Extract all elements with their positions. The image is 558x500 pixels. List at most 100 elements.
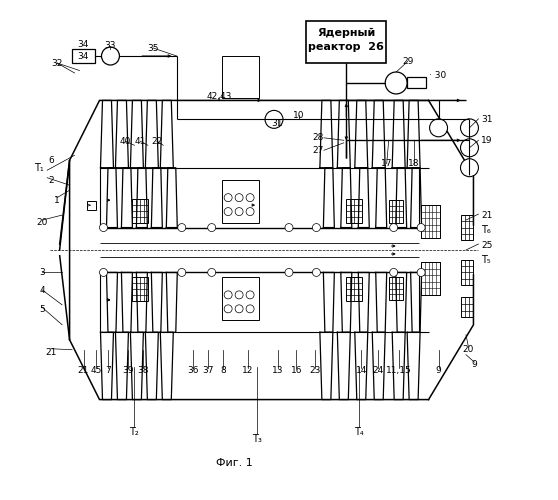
Text: 16: 16: [291, 366, 302, 375]
Bar: [461, 260, 473, 285]
Text: 33: 33: [105, 41, 116, 50]
Text: 7: 7: [105, 366, 112, 375]
Bar: [132, 278, 148, 301]
Circle shape: [246, 305, 254, 313]
Bar: [461, 298, 473, 318]
Circle shape: [235, 208, 243, 216]
Text: 31: 31: [272, 120, 283, 128]
Text: 34: 34: [78, 40, 89, 49]
Circle shape: [208, 268, 216, 276]
Text: 36: 36: [187, 366, 199, 375]
Text: · 30: · 30: [429, 71, 446, 80]
Text: 10: 10: [293, 111, 305, 120]
Circle shape: [389, 224, 398, 232]
Bar: [389, 278, 403, 300]
Circle shape: [224, 305, 232, 313]
Circle shape: [224, 208, 232, 216]
Text: 27: 27: [312, 146, 324, 155]
Circle shape: [246, 194, 254, 202]
Circle shape: [312, 224, 320, 232]
Text: 12: 12: [242, 366, 254, 375]
Text: 14: 14: [355, 366, 367, 375]
Text: 11,15: 11,15: [386, 366, 412, 375]
Text: Ядерный: Ядерный: [317, 28, 376, 38]
Text: 17: 17: [381, 159, 392, 168]
Circle shape: [430, 119, 448, 137]
Text: 45: 45: [90, 366, 102, 375]
Circle shape: [312, 268, 320, 276]
Text: Фиг. 1: Фиг. 1: [216, 458, 253, 468]
Circle shape: [460, 119, 478, 137]
Text: 29: 29: [402, 57, 413, 66]
Bar: [407, 78, 426, 88]
Text: 6: 6: [49, 156, 54, 165]
Text: T₅: T₅: [482, 255, 491, 265]
Bar: [87, 201, 96, 210]
Circle shape: [460, 139, 478, 157]
Circle shape: [246, 291, 254, 299]
Circle shape: [417, 268, 425, 276]
Circle shape: [235, 305, 243, 313]
Text: 9: 9: [436, 366, 441, 375]
Text: 13: 13: [272, 366, 284, 375]
Bar: [306, 20, 386, 63]
Bar: [132, 198, 148, 222]
Text: 21: 21: [45, 348, 56, 356]
Text: 23: 23: [310, 366, 321, 375]
Circle shape: [99, 268, 108, 276]
Text: 20: 20: [36, 218, 48, 227]
Circle shape: [246, 208, 254, 216]
Bar: [347, 198, 362, 222]
Bar: [389, 200, 403, 222]
Circle shape: [224, 194, 232, 202]
Bar: [461, 215, 473, 240]
Text: 35: 35: [148, 44, 159, 52]
Text: 4: 4: [40, 286, 45, 296]
Text: 18: 18: [408, 159, 420, 168]
Circle shape: [235, 291, 243, 299]
Circle shape: [99, 224, 108, 232]
Text: 39: 39: [123, 366, 134, 375]
Text: 21: 21: [482, 210, 493, 220]
Circle shape: [224, 291, 232, 299]
Text: 31: 31: [482, 115, 493, 124]
Text: 22: 22: [151, 137, 162, 146]
Text: 34: 34: [78, 52, 89, 60]
Text: T₆: T₆: [482, 225, 491, 235]
Circle shape: [208, 224, 216, 232]
Circle shape: [389, 268, 398, 276]
Text: 28: 28: [312, 134, 324, 142]
Text: реактор  26: реактор 26: [309, 42, 384, 51]
Text: T₃: T₃: [252, 434, 262, 444]
Text: T₄: T₄: [354, 427, 364, 437]
Text: 3: 3: [39, 268, 45, 277]
Bar: [222, 278, 259, 320]
Text: 20: 20: [463, 345, 474, 354]
Text: 42,43: 42,43: [206, 92, 232, 102]
Bar: [421, 262, 440, 295]
Circle shape: [285, 268, 293, 276]
Bar: [421, 205, 440, 238]
Circle shape: [102, 47, 119, 65]
Text: 9: 9: [472, 360, 477, 369]
Text: 32: 32: [51, 58, 63, 68]
Circle shape: [417, 224, 425, 232]
Text: 40: 40: [120, 137, 131, 146]
Bar: [222, 56, 259, 98]
Text: 21: 21: [78, 366, 89, 375]
Text: 5: 5: [39, 306, 45, 314]
Bar: [222, 180, 259, 222]
Text: 41: 41: [134, 137, 146, 146]
Circle shape: [235, 194, 243, 202]
Text: T₁: T₁: [33, 162, 44, 172]
Circle shape: [178, 224, 186, 232]
Text: 19: 19: [482, 136, 493, 145]
Circle shape: [460, 159, 478, 176]
Circle shape: [385, 72, 407, 94]
Bar: [72, 49, 94, 63]
Circle shape: [285, 224, 293, 232]
Text: 1: 1: [54, 196, 60, 204]
Text: 25: 25: [482, 240, 493, 250]
Text: 38: 38: [138, 366, 149, 375]
Text: 24: 24: [372, 366, 383, 375]
